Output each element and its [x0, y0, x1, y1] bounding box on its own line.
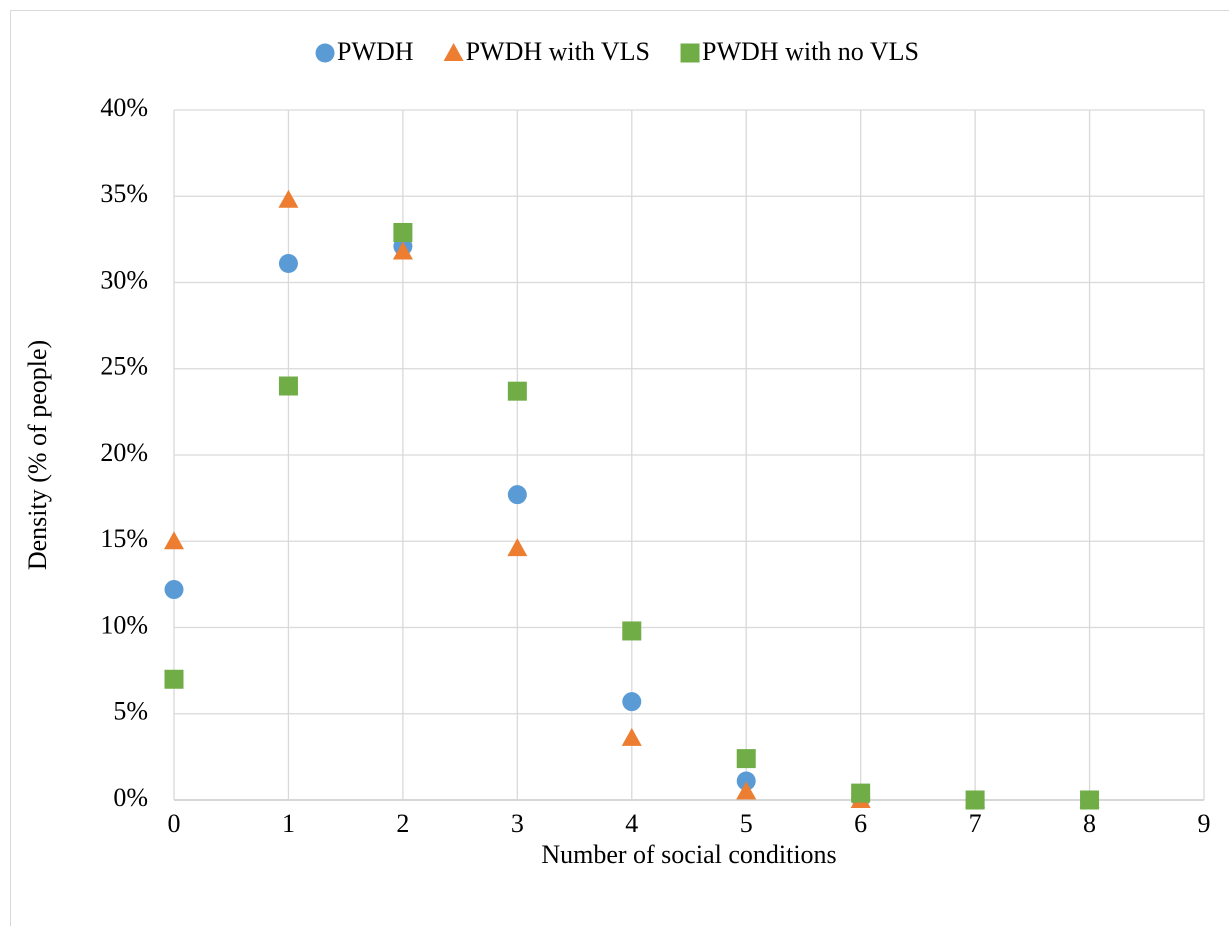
x-tick-label: 2 [396, 809, 409, 838]
point [164, 580, 184, 600]
legend-swatch [443, 43, 464, 61]
x-tick-label: 5 [740, 809, 753, 838]
legend-swatch [680, 43, 700, 63]
y-tick-label: 10% [100, 610, 148, 639]
point [278, 254, 298, 274]
chart-border [10, 10, 1229, 926]
legend-swatch [315, 43, 335, 63]
y-tick-label: 25% [100, 352, 148, 381]
point [622, 692, 642, 712]
point [164, 531, 184, 550]
point [621, 727, 642, 746]
point [507, 485, 527, 505]
x-tick-label: 0 [168, 809, 181, 838]
legend-label: PWDH with VLS [466, 37, 650, 66]
point [278, 376, 298, 396]
y-tick-label: 0% [113, 783, 148, 812]
point [736, 781, 757, 800]
legend-label: PWDH with no VLS [702, 37, 919, 66]
point [507, 381, 527, 401]
point [736, 771, 756, 791]
y-axis-label: Density (% of people) [23, 340, 52, 570]
point [622, 621, 642, 641]
x-tick-label: 1 [282, 809, 295, 838]
point [965, 790, 985, 810]
point [278, 189, 299, 208]
point [851, 783, 871, 803]
point [507, 538, 528, 557]
x-tick-label: 6 [854, 809, 867, 838]
x-tick-label: 7 [969, 809, 982, 838]
legend-label: PWDH [337, 37, 414, 66]
x-tick-label: 9 [1198, 809, 1211, 838]
point [736, 749, 756, 769]
y-tick-label: 15% [100, 524, 148, 553]
point [164, 669, 184, 689]
y-tick-label: 40% [100, 93, 148, 122]
point [1080, 790, 1100, 810]
y-tick-label: 20% [100, 438, 148, 467]
y-tick-label: 30% [100, 265, 148, 294]
x-tick-label: 8 [1083, 809, 1096, 838]
x-axis-label: Number of social conditions [541, 840, 836, 869]
x-tick-label: 4 [625, 809, 638, 838]
y-tick-label: 35% [100, 179, 148, 208]
point [392, 241, 413, 260]
point [393, 222, 413, 242]
y-tick-label: 5% [113, 697, 148, 726]
x-tick-label: 3 [511, 809, 524, 838]
